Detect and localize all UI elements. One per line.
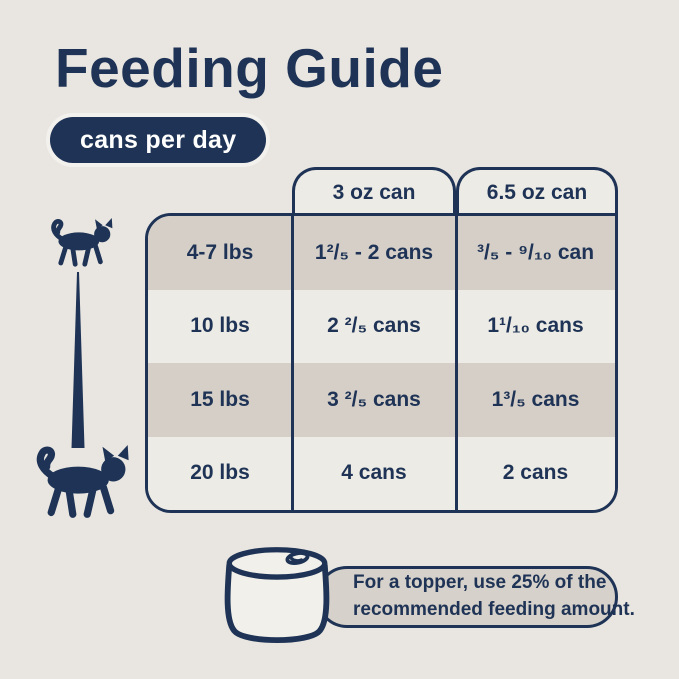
weight-cell: 15 lbs bbox=[190, 387, 250, 411]
amount-6-5oz-cell: 1¹/₁₀ cans bbox=[487, 314, 584, 338]
amount-3oz-cell: 2 ²/₅ cans bbox=[327, 314, 421, 338]
amount-6-5oz-cell: 1³/₅ cans bbox=[491, 387, 580, 411]
taper-line bbox=[71, 272, 85, 448]
column-header-3oz: 3 oz can bbox=[292, 167, 456, 216]
cans-per-day-badge: cans per day bbox=[50, 117, 267, 163]
column-divider bbox=[291, 216, 294, 510]
topper-note-line2: recommended feeding amount. bbox=[353, 599, 635, 620]
amount-3oz-cell: 1²/₅ - 2 cans bbox=[314, 240, 434, 264]
column-header-6-5oz: 6.5 oz can bbox=[456, 167, 618, 216]
amount-3oz-cell: 3 ²/₅ cans bbox=[327, 387, 421, 411]
amount-3oz-cell: 4 cans bbox=[341, 461, 407, 485]
topper-note-line1: For a topper, use 25% of the bbox=[353, 572, 607, 594]
column-divider bbox=[455, 216, 458, 510]
table-row: 20 lbs 4 cans 2 cans bbox=[148, 436, 615, 510]
weight-cell: 10 lbs bbox=[190, 314, 250, 338]
table-body: 4-7 lbs 1²/₅ - 2 cans ³/₅ - ⁹/₁₀ can 10 … bbox=[145, 213, 618, 513]
column-header-label: 6.5 oz can bbox=[486, 181, 588, 204]
badge-label: cans per day bbox=[80, 125, 237, 154]
small-cat-icon bbox=[51, 218, 113, 267]
large-cat-icon bbox=[36, 445, 129, 518]
topper-note: For a topper, use 25% of the recommended… bbox=[316, 566, 635, 628]
table-row: 15 lbs 3 ²/₅ cans 1³/₅ cans bbox=[148, 363, 615, 437]
weight-cell: 20 lbs bbox=[190, 461, 250, 485]
table-row: 4-7 lbs 1²/₅ - 2 cans ³/₅ - ⁹/₁₀ can bbox=[148, 216, 615, 290]
column-header-label: 3 oz can bbox=[332, 181, 416, 204]
food-can-icon bbox=[224, 547, 330, 644]
table-row: 10 lbs 2 ²/₅ cans 1¹/₁₀ cans bbox=[148, 289, 615, 363]
page-title: Feeding Guide bbox=[55, 37, 444, 99]
weight-cell: 4-7 lbs bbox=[186, 240, 254, 264]
amount-6-5oz-cell: ³/₅ - ⁹/₁₀ can bbox=[476, 240, 595, 264]
feeding-table: 3 oz can 6.5 oz can 4-7 lbs 1²/₅ - 2 can… bbox=[145, 167, 618, 513]
amount-6-5oz-cell: 2 cans bbox=[502, 461, 569, 485]
